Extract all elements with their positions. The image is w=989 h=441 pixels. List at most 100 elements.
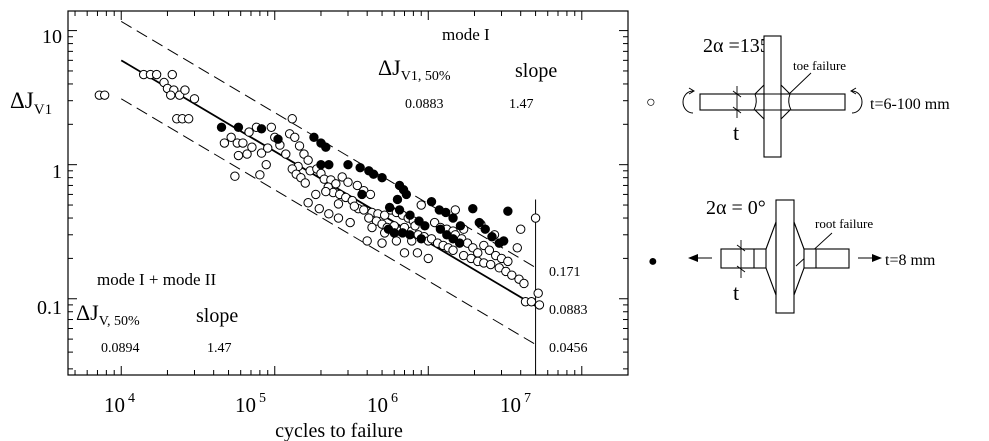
toe-crack — [788, 93, 792, 111]
filled-data-point — [405, 230, 415, 240]
open-data-point — [515, 224, 526, 234]
filled-data-point — [357, 189, 367, 200]
filled-data-point — [401, 189, 412, 200]
root-weld-right — [793, 221, 817, 296]
open-data-point — [244, 127, 254, 137]
mode-I-slope: 1.47 — [509, 97, 534, 112]
x-tick-label-1e5: 10 5 — [235, 391, 266, 417]
open-data-point — [255, 170, 265, 180]
open-data-point — [324, 209, 334, 219]
open-data-point — [423, 253, 433, 264]
open-data-point — [183, 114, 194, 124]
open-data-point — [519, 278, 529, 289]
open-data-point — [180, 85, 190, 95]
open-data-point — [99, 90, 110, 100]
filled-data-point — [499, 236, 509, 246]
mixed-mode-value: 0.0894 — [101, 341, 140, 356]
inset-bottom-failure-label: root failure — [815, 216, 873, 231]
filled-data-point — [309, 132, 319, 143]
data-points — [94, 69, 545, 310]
filled-data-point — [487, 232, 497, 242]
filled-data-point — [503, 206, 513, 216]
open-data-point — [290, 132, 300, 143]
filled-data-point — [441, 207, 451, 218]
inset-top-angle: 2α =135° — [703, 35, 778, 57]
filled-data-point — [321, 142, 331, 152]
cross-plate-overlap — [765, 95, 780, 109]
y-tick-label-1: 1 — [52, 161, 62, 183]
filled-data-point — [216, 122, 227, 132]
x-tick-label-1e7: 10 7 — [500, 391, 531, 417]
mode-I-value: 0.0883 — [405, 97, 444, 112]
y-tick-label-0.1: 0.1 — [37, 297, 62, 319]
filled-data-point — [455, 221, 466, 231]
filled-data-point — [454, 238, 465, 248]
inset-toe-failure: ○ 2α =135° toe failure t t=6-100 mm — [646, 35, 950, 158]
root-weld-left — [753, 221, 777, 296]
open-data-point — [364, 213, 374, 223]
open-data-point — [365, 189, 376, 200]
open-data-point — [166, 90, 176, 100]
mode-I-annotation: mode I ΔJV1, 50% slope 0.0883 1.47 — [378, 25, 557, 112]
filled-data-point — [474, 217, 485, 228]
open-data-point — [507, 270, 517, 280]
open-data-point — [238, 138, 248, 148]
filled-data-point — [394, 205, 405, 215]
inset-bottom-t: t — [733, 280, 739, 305]
filled-data-point — [355, 162, 365, 173]
open-data-point — [300, 178, 310, 188]
open-data-point — [533, 288, 543, 298]
open-data-point — [349, 201, 360, 211]
inset-top-t: t — [733, 120, 739, 145]
open-data-point — [377, 238, 387, 248]
open-data-point — [303, 155, 313, 165]
filled-data-point — [368, 169, 379, 179]
weld-bottom-right — [780, 109, 791, 120]
inset-bottom-angle: 2α = 0° — [706, 197, 766, 219]
legend-open-circle-icon: ○ — [646, 94, 656, 111]
mode-I-title: mode I — [442, 25, 490, 44]
open-data-point — [281, 149, 291, 159]
weld-bottom-left — [754, 109, 765, 120]
open-data-point — [412, 248, 423, 258]
open-data-point — [399, 248, 410, 258]
mode-I-delta: ΔJV1, 50% — [378, 55, 451, 84]
filled-data-point — [273, 134, 283, 144]
filled-data-point — [343, 159, 353, 170]
open-data-point — [294, 141, 305, 151]
open-data-point — [167, 69, 177, 80]
open-data-point — [256, 148, 267, 158]
inset-top-failure-label: toe failure — [793, 58, 846, 73]
filled-data-point — [316, 159, 326, 170]
filled-data-point — [435, 224, 446, 234]
open-data-point — [311, 189, 321, 200]
y-tick-label-10: 10 — [42, 26, 62, 48]
x-axis-label: cycles to failure — [275, 420, 403, 441]
filled-data-point — [480, 224, 490, 234]
open-data-point — [219, 138, 230, 148]
open-data-point — [352, 180, 363, 191]
open-data-point — [484, 245, 495, 255]
inset-bottom-thickness: t=8 mm — [885, 252, 936, 269]
scatter-band-lines — [120, 21, 537, 375]
open-data-point — [266, 122, 277, 132]
filled-data-point — [405, 210, 415, 220]
open-data-point — [530, 213, 541, 223]
open-data-point — [450, 205, 461, 215]
filled-data-point — [416, 234, 426, 244]
filled-data-point — [448, 234, 458, 244]
open-data-point — [263, 143, 273, 153]
mode-I-slope-label: slope — [515, 60, 557, 82]
moment-arrow-right-icon — [851, 90, 863, 114]
filled-data-point — [448, 213, 458, 223]
open-data-point — [337, 172, 347, 182]
filled-data-point — [392, 194, 403, 205]
open-data-point — [333, 199, 344, 209]
open-data-point — [261, 159, 271, 170]
legend-filled-circle-icon: ● — [648, 253, 658, 270]
open-data-point — [287, 114, 297, 124]
attachment-right — [803, 248, 850, 269]
filled-data-point — [256, 124, 267, 134]
open-data-point — [321, 186, 331, 197]
